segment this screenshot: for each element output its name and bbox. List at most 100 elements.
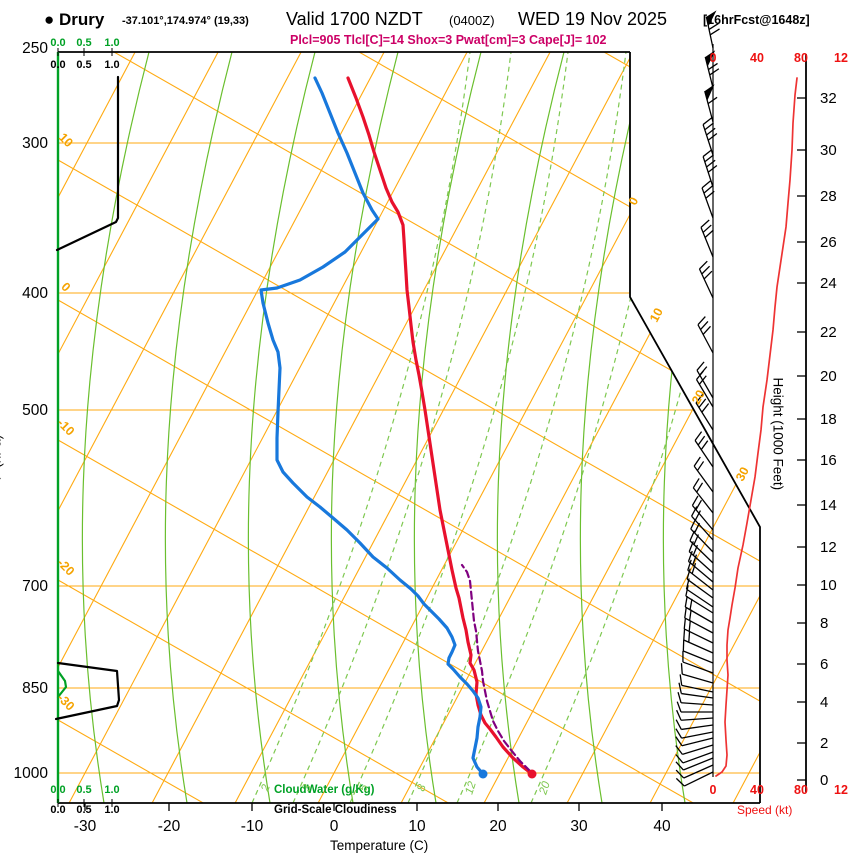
temperature-tick-label: 20 xyxy=(489,818,507,835)
isotherm-line xyxy=(58,52,385,803)
wind-barb xyxy=(704,50,720,89)
wind-barb xyxy=(691,495,714,531)
dewpoint-profile xyxy=(259,76,485,776)
wind-barb xyxy=(701,180,715,219)
temperature-tick-label: -10 xyxy=(241,818,264,835)
wind-barb xyxy=(685,585,714,614)
isotherm-value-label: 20 xyxy=(689,388,708,407)
temperature-tick-label: -20 xyxy=(158,818,181,835)
wind-barb xyxy=(683,628,714,654)
wind-barb xyxy=(675,757,714,771)
wind-barb xyxy=(693,456,714,493)
wind-barb xyxy=(688,541,714,574)
dry-adiabat-line xyxy=(58,579,549,803)
wind-barb xyxy=(680,663,714,684)
mixing-ratio-value-label: 12 xyxy=(463,780,479,796)
moist-adiabat-line xyxy=(81,52,150,803)
height-tick-label: 8 xyxy=(820,615,828,632)
plot-boundary-right xyxy=(629,52,761,803)
temperature-tick-label: -30 xyxy=(74,818,97,835)
dry-adiabat-line xyxy=(58,159,760,803)
zulu-time-label: (0400Z) xyxy=(449,13,495,28)
wind-barbs xyxy=(675,10,720,787)
station-coordinates: -37.101°,174.974° (19,33) xyxy=(122,15,249,27)
height-tick-label: 28 xyxy=(820,188,837,205)
isotherm-line xyxy=(483,52,760,803)
height-tick-label: 16 xyxy=(820,452,837,469)
surface-dewpoint-dot xyxy=(478,769,488,779)
moist-adiabat-line xyxy=(496,52,565,803)
dry-adiabat-line xyxy=(58,52,760,803)
isotherm-line xyxy=(68,52,468,803)
sounding-indices-label: Plcl=905 Tlcl[C]=14 Shox=3 Pwat[cm]=3 Ca… xyxy=(290,33,607,47)
isotherm-line xyxy=(58,52,302,803)
temperature-tick-label: 40 xyxy=(653,818,671,835)
cloudwater-bump xyxy=(56,669,68,699)
mixing-ratio-value-label: 8 xyxy=(415,783,429,793)
moist-adiabat-line xyxy=(579,52,648,803)
cloudwater-scale-label: 0.0 xyxy=(50,37,65,49)
height-tick-label: 26 xyxy=(820,234,837,251)
pressure-tick-label: 300 xyxy=(22,135,48,152)
adiabat-value-label: 0 xyxy=(58,280,73,295)
height-tick-label: 20 xyxy=(820,368,837,385)
height-axis-title: Height (1000 Feet) xyxy=(770,377,786,491)
cloudwater-scale-label: 0.0 xyxy=(50,784,65,796)
isotherm-line xyxy=(58,52,136,803)
mixing-ratio-line xyxy=(407,52,627,803)
pressure-tick-label: 250 xyxy=(22,40,48,57)
mixing-ratio-value-label: 2 xyxy=(259,783,273,794)
station-name: ● Drury xyxy=(44,10,105,29)
speed-tick-label: 40 xyxy=(750,783,764,797)
wind-barb xyxy=(686,568,714,599)
cloudwater-scale-label: 0.5 xyxy=(76,37,91,49)
mixing-ratio-line xyxy=(530,52,750,803)
temperature-C-profile xyxy=(346,76,534,776)
wind-barb xyxy=(698,260,714,299)
wind-barb xyxy=(692,478,714,514)
wind-barb xyxy=(690,518,714,553)
surface-temperature-dot xyxy=(527,769,537,779)
height-tick-label: 6 xyxy=(820,656,828,673)
dry-adiabat-line xyxy=(58,439,760,803)
wind-barb xyxy=(702,117,718,156)
wind-barb xyxy=(695,370,714,408)
wind-barb xyxy=(705,10,720,49)
moist-adiabat-line xyxy=(330,52,399,803)
wind-barb xyxy=(675,744,714,755)
height-tick-label: 4 xyxy=(820,694,828,711)
mixing-ratio-value-label: 3 xyxy=(300,783,314,793)
speed-tick-label: 40 xyxy=(750,51,764,65)
temperature-tick-label: 30 xyxy=(570,818,588,835)
pressure-tick-label: 850 xyxy=(22,680,48,697)
cloudiness-scale-label: 1.0 xyxy=(104,59,119,71)
wind-barb xyxy=(675,719,714,731)
cloudwater-scale-label: 0.5 xyxy=(76,784,91,796)
dry-adiabat-line xyxy=(58,299,760,803)
wind-barb xyxy=(697,316,714,354)
speed-tick-label: 0 xyxy=(710,51,717,65)
wind-barb xyxy=(675,771,714,787)
height-tick-label: 30 xyxy=(820,142,837,159)
height-tick-label: 18 xyxy=(820,411,837,428)
wind-barb xyxy=(684,606,714,634)
wind-barb xyxy=(704,84,718,123)
wind-barb xyxy=(695,393,714,431)
height-tick-label: 12 xyxy=(820,539,837,556)
wind-barb xyxy=(675,764,714,779)
cloudwater-axis-title: CloudWater (g/Kg) xyxy=(274,784,375,796)
wind-barb xyxy=(675,728,714,739)
isotherm-line xyxy=(58,52,219,803)
mixing-ratio-value-label: 20 xyxy=(537,780,553,797)
dry-adiabat-line xyxy=(58,719,304,803)
mixing-ratio-line xyxy=(292,52,512,803)
isotherm-line xyxy=(566,52,760,803)
speed-tick-label: 80 xyxy=(794,783,808,797)
wind-barb xyxy=(682,651,714,674)
wind-barb xyxy=(679,674,714,693)
wind-barb xyxy=(676,701,713,713)
valid-time-label: Valid 1700 NZDT xyxy=(286,9,423,29)
isotherm-value-label: 30 xyxy=(733,465,752,484)
